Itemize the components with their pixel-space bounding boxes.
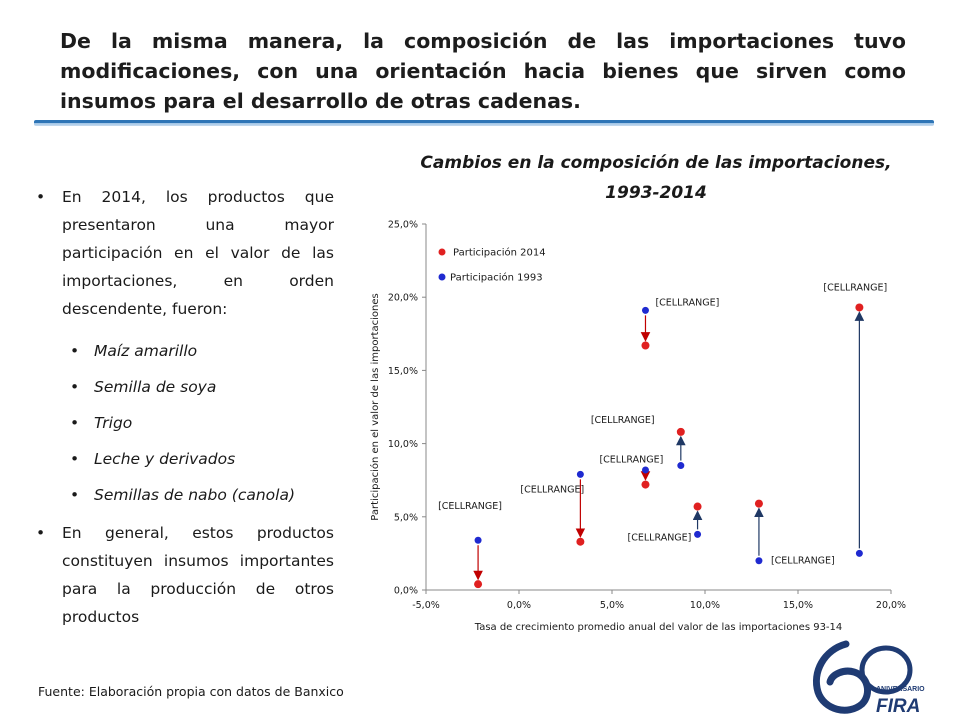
y-tick-label: 0,0%: [394, 586, 418, 597]
y-tick-label: 20,0%: [388, 293, 418, 304]
legend-label-1993: Participación 1993: [450, 272, 543, 284]
bullet-glyph: •: [36, 524, 46, 542]
x-tick-label: -5,0%: [412, 600, 440, 611]
bullet-list: • En 2014, los productos que presentaron…: [36, 183, 334, 641]
product-name: Trigo: [94, 414, 133, 432]
point-2014: [693, 502, 702, 511]
logo-fira: FIRA: [876, 696, 920, 717]
logo-aniversario: ANIVERSARIO: [876, 686, 925, 693]
point-1993: [641, 306, 649, 314]
data-label: [CELLRANGE]: [438, 501, 502, 512]
point-1993: [576, 470, 584, 478]
point-2014: [676, 427, 685, 436]
point-2014: [641, 480, 650, 489]
product-item: • Semilla de soya: [36, 369, 334, 405]
y-tick-label: 10,0%: [388, 439, 418, 450]
chart-title-line-2: 1993-2014: [605, 183, 707, 203]
x-tick-label: 20,0%: [876, 600, 906, 611]
x-tick-label: 0,0%: [507, 600, 531, 611]
bullet-text: En 2014, los productos que presentaron u…: [62, 188, 334, 318]
point-1993: [755, 557, 763, 565]
product-name: Leche y derivados: [94, 450, 236, 468]
x-tick-label: 10,0%: [690, 600, 720, 611]
data-label: [CELLRANGE]: [655, 297, 719, 308]
product-item: • Trigo: [36, 405, 334, 441]
point-2014: [474, 580, 483, 589]
x-tick-label: 15,0%: [783, 600, 813, 611]
point-1993: [855, 549, 863, 557]
y-tick-label: 25,0%: [388, 220, 418, 231]
product-name: Semillas de nabo (canola): [94, 486, 295, 504]
data-label: [CELLRANGE]: [520, 485, 584, 496]
data-label: [CELLRANGE]: [771, 556, 835, 567]
bullet-glyph: •: [70, 378, 80, 396]
fira-60-logo: ANIVERSARIO FIRA: [813, 640, 925, 717]
heading-rule: [34, 120, 934, 126]
y-tick-label: 5,0%: [394, 512, 418, 523]
chart-title: Cambios en la composición de las importa…: [400, 148, 912, 208]
y-tick-label: 15,0%: [388, 366, 418, 377]
y-axis-title: Participación en el valor de las importa…: [369, 293, 381, 520]
bullet-item: • En general, estos productos constituye…: [36, 519, 334, 631]
slide-heading: De la misma manera, la composición de la…: [60, 29, 906, 113]
point-2014: [855, 303, 864, 312]
x-tick-label: 5,0%: [600, 600, 624, 611]
point-1993: [677, 462, 685, 470]
data-label: [CELLRANGE]: [823, 282, 887, 293]
legend-marker-1993: [438, 273, 446, 281]
point-2014: [754, 499, 763, 508]
bullet-glyph: •: [36, 188, 46, 206]
point-2014: [641, 341, 650, 350]
bullet-item: • En 2014, los productos que presentaron…: [36, 183, 334, 323]
bullet-glyph: •: [70, 414, 80, 432]
scatter-chart: 0,0% 5,0% 10,0% 15,0% 20,0% 25,0% -5,0% 0,0% 5,0…: [369, 220, 906, 634]
product-item: • Maíz amarillo: [36, 333, 334, 369]
product-item: • Leche y derivados: [36, 441, 334, 477]
x-axis-title: Tasa de crecimiento promedio anual del v…: [474, 622, 843, 633]
data-label: [CELLRANGE]: [599, 455, 663, 466]
product-name: Maíz amarillo: [94, 342, 198, 360]
data-label: [CELLRANGE]: [628, 533, 692, 544]
product-item: • Semillas de nabo (canola): [36, 477, 334, 513]
legend-marker-2014: [438, 248, 446, 256]
bullet-text: En general, estos productos constituyen …: [62, 524, 334, 626]
bullet-glyph: •: [70, 450, 80, 468]
product-list: • Maíz amarillo • Semilla de soya • Trigo •…: [36, 333, 334, 513]
legend-label-2014: Participación 2014: [453, 247, 546, 259]
point-1993: [641, 466, 649, 474]
product-name: Semilla de soya: [94, 378, 217, 396]
bullet-glyph: •: [70, 342, 80, 360]
point-1993: [694, 530, 702, 538]
point-1993: [474, 536, 482, 544]
data-label: [CELLRANGE]: [591, 415, 655, 426]
point-2014: [576, 537, 585, 546]
bullet-glyph: •: [70, 486, 80, 504]
source-note: Fuente: Elaboración propia con datos de …: [38, 684, 344, 699]
chart-title-line-1: Cambios en la composición de las importa…: [420, 153, 892, 173]
